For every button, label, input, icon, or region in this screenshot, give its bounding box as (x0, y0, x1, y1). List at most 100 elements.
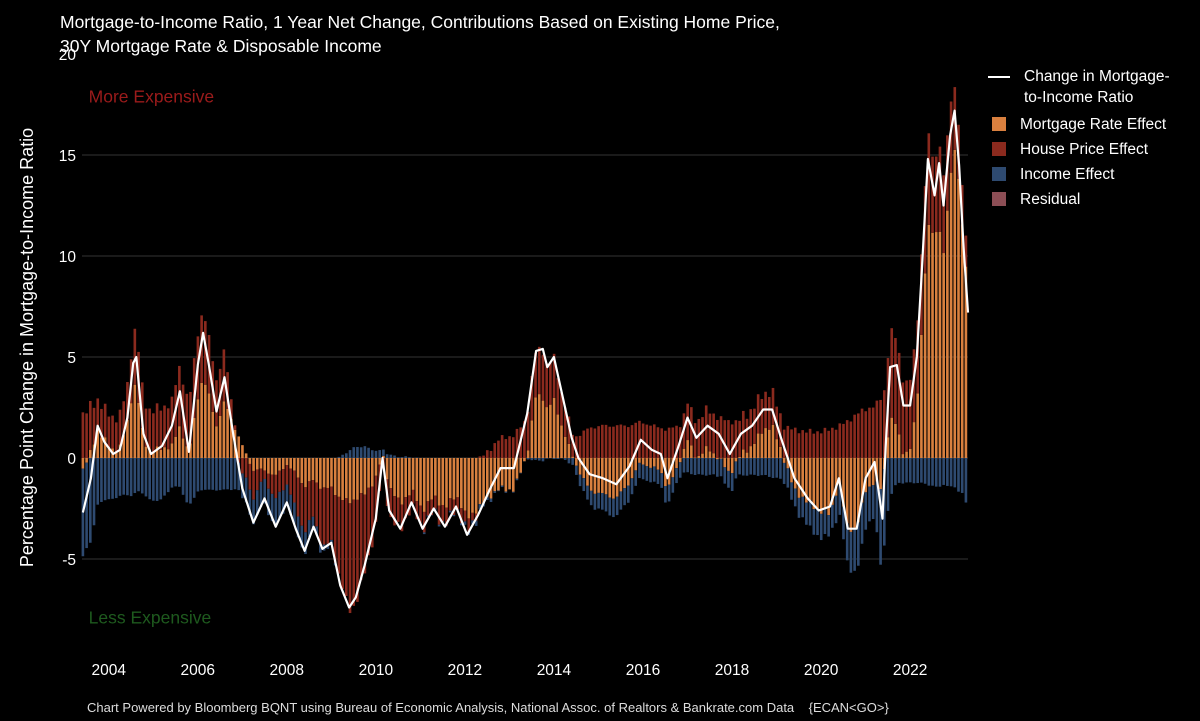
bar-income (352, 447, 356, 458)
bar-income (89, 458, 92, 543)
bar-mortgage-rate (871, 458, 875, 486)
bar-mortgage-rate (949, 172, 953, 458)
bar-income (389, 454, 393, 458)
bar-mortgage-rate (571, 456, 574, 458)
bar-mortgage-rate (241, 445, 244, 458)
bar-mortgage-rate (400, 458, 404, 505)
bar-mortgage-rate (890, 417, 894, 458)
bar-house-price (493, 443, 497, 458)
bar-mortgage-rate (255, 458, 259, 470)
bar-income (129, 458, 133, 497)
chart-title-line-2: 30Y Mortgage Rate & Disposable Income (60, 36, 382, 56)
bar-income (779, 458, 782, 479)
legend-item-ratio[interactable]: Change in Mortgage- to-Income Ratio (988, 66, 1170, 114)
bar-mortgage-rate (426, 458, 430, 502)
bar-mortgage-rate (408, 458, 411, 496)
legend-item-house-price[interactable]: House Price Effect (992, 139, 1170, 164)
bar-income (960, 458, 964, 493)
bar-income (400, 457, 404, 458)
bar-income (686, 458, 689, 473)
bar-house-price (593, 428, 597, 458)
bar-income (671, 477, 675, 493)
bar-house-price (278, 470, 281, 492)
bar-mortgage-rate (163, 447, 166, 458)
bar-mortgage-rate (701, 453, 704, 458)
bar-income (348, 450, 352, 458)
bar-income (615, 496, 619, 516)
bar-mortgage-rate (723, 458, 727, 468)
bar-mortgage-rate (307, 458, 311, 482)
bar-income (519, 472, 523, 474)
bar-mortgage-rate (204, 384, 207, 458)
bar-house-price (126, 382, 129, 420)
bar-income (118, 458, 122, 496)
bar-house-price (267, 473, 270, 489)
bar-mortgage-rate (697, 455, 701, 458)
bar-house-price (352, 499, 356, 606)
bar-income (575, 465, 578, 475)
legend-item-mortgage-rate[interactable]: Mortgage Rate Effect (992, 114, 1170, 139)
bar-house-price (456, 497, 459, 510)
bar-income (712, 458, 715, 475)
bar-mortgage-rate (126, 419, 129, 458)
bar-income (601, 493, 604, 510)
bar-mortgage-rate (842, 458, 845, 507)
bar-income (103, 458, 107, 501)
bar-income (868, 486, 871, 522)
bar-house-price (786, 425, 790, 458)
bar-mortgage-rate (85, 458, 88, 463)
bar-mortgage-rate (537, 394, 541, 458)
bar-income (775, 458, 779, 478)
bar-income (189, 458, 192, 504)
bar-house-price (905, 380, 908, 452)
bar-mortgage-rate (612, 458, 615, 499)
bar-house-price (819, 433, 823, 458)
bar-house-price (660, 428, 663, 458)
bar-income (805, 502, 808, 525)
bar-house-price (445, 507, 448, 526)
bar-mortgage-rate (793, 458, 797, 489)
bar-mortgage-rate (782, 458, 786, 463)
bar-house-price (430, 499, 433, 516)
bar-mortgage-rate (419, 458, 422, 506)
bar-income (263, 478, 266, 504)
x-tick-label: 2014 (537, 662, 572, 679)
legend-item-income[interactable]: Income Effect (992, 164, 1170, 189)
x-tick-label: 2004 (91, 662, 126, 679)
bar-mortgage-rate (441, 458, 445, 505)
bar-house-price (192, 358, 196, 418)
bar-mortgage-rate (805, 458, 808, 503)
bar-house-price (890, 328, 894, 418)
bar-income (816, 508, 819, 536)
bar-mortgage-rate (404, 458, 407, 498)
bar-income (274, 498, 278, 527)
bar-house-price (163, 405, 166, 448)
bar-mortgage-rate (912, 422, 916, 458)
bar-income (296, 516, 300, 538)
bar-income (452, 514, 456, 517)
bar-income (742, 458, 745, 476)
bar-mortgage-rate (430, 458, 433, 500)
bar-house-price (511, 437, 515, 458)
bar-house-price (252, 470, 255, 500)
bar-income (170, 458, 174, 488)
bar-income (207, 458, 211, 490)
legend-item-residual[interactable]: Residual (992, 189, 1170, 214)
bar-mortgage-rate (641, 458, 645, 465)
bar-mortgage-rate (938, 231, 942, 458)
bar-income (749, 458, 753, 475)
bar-income (608, 497, 612, 516)
bar-mortgage-rate (908, 448, 912, 458)
bar-mortgage-rate (730, 458, 734, 474)
bar-mortgage-rate (816, 458, 819, 509)
bar-income (114, 458, 118, 499)
bar-house-price (96, 398, 100, 430)
y-tick-label: 15 (59, 148, 76, 165)
bar-income (229, 458, 233, 491)
bar-mortgage-rate (445, 458, 448, 508)
bar-income (675, 468, 678, 484)
bar-income (478, 504, 482, 510)
bar-income (738, 458, 741, 475)
bar-mortgage-rate (493, 458, 497, 492)
